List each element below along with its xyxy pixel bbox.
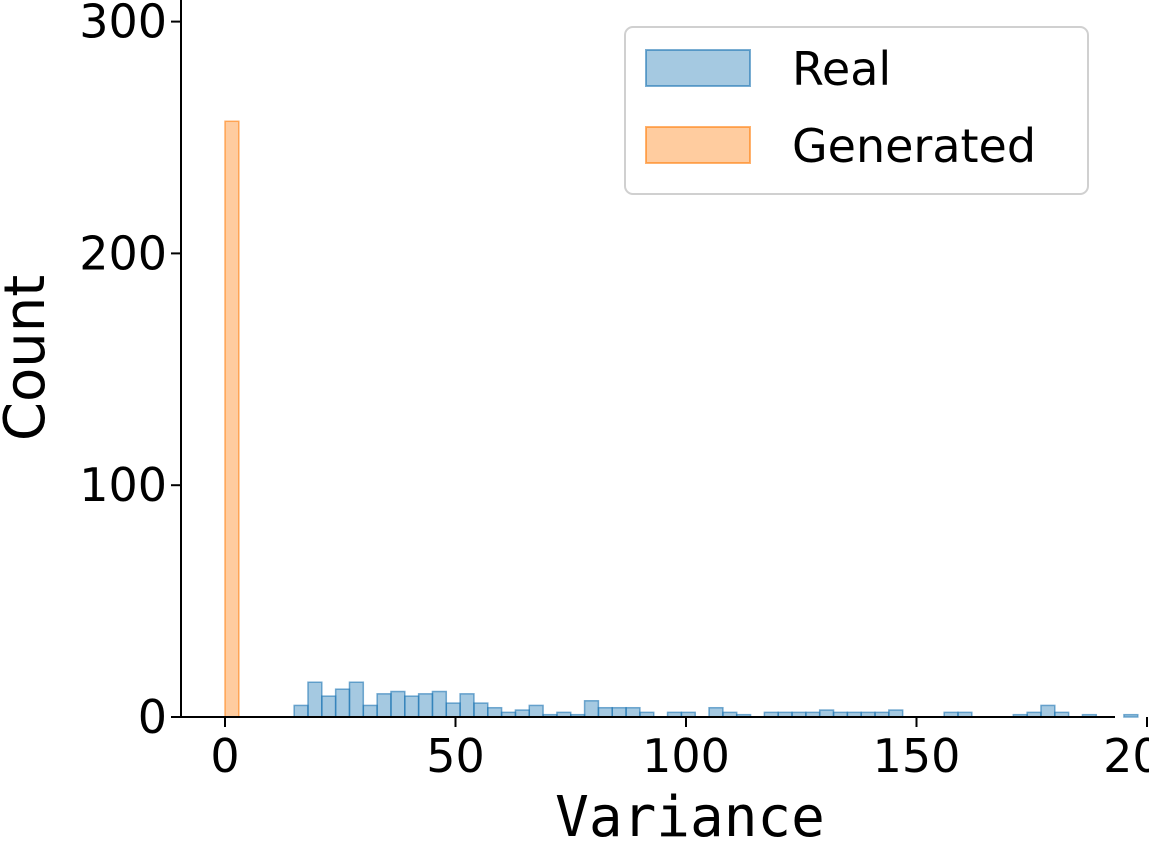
x-axis-title: Variance <box>555 785 825 840</box>
bar-real-1 <box>307 681 323 718</box>
legend-swatch-generated <box>645 126 751 164</box>
legend-frame <box>624 26 1089 195</box>
bar-real-24 <box>625 706 641 718</box>
bar-real-7 <box>390 690 406 718</box>
bar-real-5 <box>362 704 378 718</box>
bar-real-8 <box>404 695 420 718</box>
bar-real-54 <box>1040 704 1056 718</box>
bar-real-4 <box>348 681 365 718</box>
bar-real-12 <box>459 693 475 718</box>
bar-real-43 <box>888 709 904 718</box>
bar-real-30 <box>708 706 724 718</box>
x-tick-label-200: 200 <box>1103 729 1149 783</box>
bar-real-11 <box>445 702 461 718</box>
bar-real-13 <box>473 702 489 718</box>
legend-label-real: Real <box>792 42 891 96</box>
bar-real-60 <box>1123 713 1139 718</box>
bar-generated-0 <box>224 120 240 718</box>
bars-layer <box>224 120 1139 718</box>
bar-real-22 <box>597 706 613 718</box>
x-tick-label-100: 100 <box>642 729 730 783</box>
y-tick-label-100: 100 <box>79 458 167 512</box>
bar-real-2 <box>321 695 337 718</box>
y-axis-title: Count <box>0 275 58 441</box>
bar-real-14 <box>487 706 503 718</box>
bar-real-6 <box>376 693 392 718</box>
legend: Real Generated <box>624 26 1089 195</box>
bar-real-23 <box>611 706 627 718</box>
y-tick-label-300: 300 <box>79 0 167 49</box>
bar-real-17 <box>528 704 544 718</box>
x-tick-label-150: 150 <box>873 729 961 783</box>
x-tick-label-50: 50 <box>426 729 485 783</box>
bar-real-3 <box>334 688 351 718</box>
y-tick-label-200: 200 <box>79 226 167 280</box>
axes-layer <box>180 0 1115 718</box>
x-tick-label-0: 0 <box>210 729 239 783</box>
bar-real-10 <box>431 690 448 718</box>
ticks-layer: 0 50 100 150 200 0 100 200 300 <box>79 0 1149 783</box>
legend-swatch-real <box>645 49 751 87</box>
bar-real-16 <box>514 709 531 718</box>
bar-real-21 <box>583 700 600 718</box>
y-tick-label-0: 0 <box>138 690 167 744</box>
bar-real-0 <box>293 704 309 718</box>
bar-real-9 <box>417 693 434 718</box>
legend-label-generated: Generated <box>792 119 1036 173</box>
bar-real-38 <box>818 709 835 718</box>
